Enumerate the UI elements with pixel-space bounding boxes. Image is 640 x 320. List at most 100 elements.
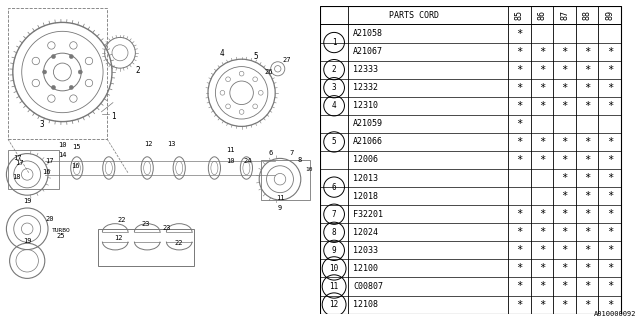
- Text: *: *: [516, 101, 523, 111]
- Text: 20: 20: [45, 216, 54, 222]
- Text: *: *: [607, 47, 613, 57]
- Text: 12024: 12024: [353, 228, 378, 237]
- Text: 17: 17: [13, 155, 22, 161]
- Text: *: *: [584, 245, 590, 255]
- Text: *: *: [539, 245, 545, 255]
- Text: 12013: 12013: [353, 173, 378, 183]
- Text: *: *: [561, 300, 568, 309]
- Text: *: *: [584, 101, 590, 111]
- Text: *: *: [561, 47, 568, 57]
- Text: 6: 6: [332, 183, 337, 192]
- Text: 12333: 12333: [353, 65, 378, 74]
- Circle shape: [69, 85, 74, 90]
- Text: 10: 10: [330, 264, 339, 273]
- Text: *: *: [516, 282, 523, 292]
- Text: 89: 89: [605, 11, 614, 20]
- Text: 12018: 12018: [353, 192, 378, 201]
- Text: *: *: [584, 209, 590, 219]
- Text: *: *: [516, 137, 523, 147]
- Text: 19: 19: [23, 238, 31, 244]
- Bar: [261, 160, 310, 200]
- Text: *: *: [561, 245, 568, 255]
- Text: 23: 23: [162, 225, 171, 231]
- Text: 3: 3: [332, 83, 337, 92]
- Text: *: *: [607, 282, 613, 292]
- Text: *: *: [584, 137, 590, 147]
- Text: *: *: [539, 83, 545, 93]
- Text: 16: 16: [42, 169, 51, 175]
- Text: *: *: [516, 47, 523, 57]
- Text: 10: 10: [58, 142, 67, 148]
- Text: *: *: [607, 83, 613, 93]
- Text: 22: 22: [117, 217, 126, 223]
- Text: *: *: [539, 155, 545, 165]
- Bar: [8, 8, 108, 139]
- Text: 2: 2: [135, 66, 140, 75]
- Text: 12100: 12100: [353, 264, 378, 273]
- Text: *: *: [539, 65, 545, 75]
- Text: *: *: [561, 83, 568, 93]
- Text: *: *: [584, 83, 590, 93]
- Text: 13: 13: [167, 140, 175, 147]
- Text: *: *: [516, 245, 523, 255]
- Text: 8: 8: [332, 228, 337, 237]
- Circle shape: [51, 85, 56, 90]
- Text: 14: 14: [58, 152, 67, 158]
- Text: 12: 12: [145, 140, 153, 147]
- Text: 12033: 12033: [353, 246, 378, 255]
- Text: *: *: [516, 83, 523, 93]
- Text: *: *: [516, 300, 523, 309]
- Text: *: *: [539, 282, 545, 292]
- Text: 12332: 12332: [353, 83, 378, 92]
- Text: *: *: [584, 282, 590, 292]
- Text: 10: 10: [305, 167, 312, 172]
- Text: *: *: [561, 101, 568, 111]
- Text: *: *: [607, 101, 613, 111]
- Text: *: *: [607, 65, 613, 75]
- Text: *: *: [539, 209, 545, 219]
- Text: 12: 12: [330, 300, 339, 309]
- Text: *: *: [516, 155, 523, 165]
- Text: 12: 12: [114, 235, 123, 241]
- Text: *: *: [516, 65, 523, 75]
- Text: 27: 27: [282, 57, 291, 63]
- Text: *: *: [516, 227, 523, 237]
- Circle shape: [69, 54, 74, 59]
- Text: *: *: [539, 300, 545, 309]
- Text: *: *: [516, 263, 523, 273]
- Text: 88: 88: [582, 11, 592, 20]
- Text: 17: 17: [15, 160, 24, 166]
- Text: *: *: [539, 227, 545, 237]
- Text: 11: 11: [276, 195, 284, 201]
- Bar: [97, 229, 193, 266]
- Text: 2: 2: [332, 65, 337, 74]
- Text: 15: 15: [72, 144, 81, 150]
- Text: 3: 3: [39, 120, 44, 129]
- Circle shape: [51, 54, 56, 59]
- Text: 12310: 12310: [353, 101, 378, 110]
- Text: 22: 22: [175, 240, 184, 246]
- Text: *: *: [584, 173, 590, 183]
- Text: 86: 86: [538, 11, 547, 20]
- Text: A21058: A21058: [353, 29, 383, 38]
- Text: 6: 6: [268, 150, 273, 156]
- Text: A21059: A21059: [353, 119, 383, 128]
- Text: *: *: [539, 101, 545, 111]
- Text: *: *: [516, 28, 523, 38]
- Text: 25: 25: [56, 233, 65, 239]
- Text: *: *: [607, 155, 613, 165]
- Text: 23: 23: [141, 220, 150, 227]
- Text: 5: 5: [332, 137, 337, 147]
- Text: *: *: [561, 263, 568, 273]
- Text: PARTS CORD: PARTS CORD: [389, 11, 439, 20]
- Text: 12006: 12006: [353, 156, 378, 164]
- Text: *: *: [561, 65, 568, 75]
- Text: *: *: [516, 209, 523, 219]
- Text: *: *: [607, 209, 613, 219]
- Text: 19: 19: [23, 198, 31, 204]
- Text: *: *: [539, 137, 545, 147]
- Text: 7: 7: [332, 210, 337, 219]
- Text: *: *: [539, 47, 545, 57]
- Text: *: *: [584, 263, 590, 273]
- Text: 8: 8: [297, 156, 301, 163]
